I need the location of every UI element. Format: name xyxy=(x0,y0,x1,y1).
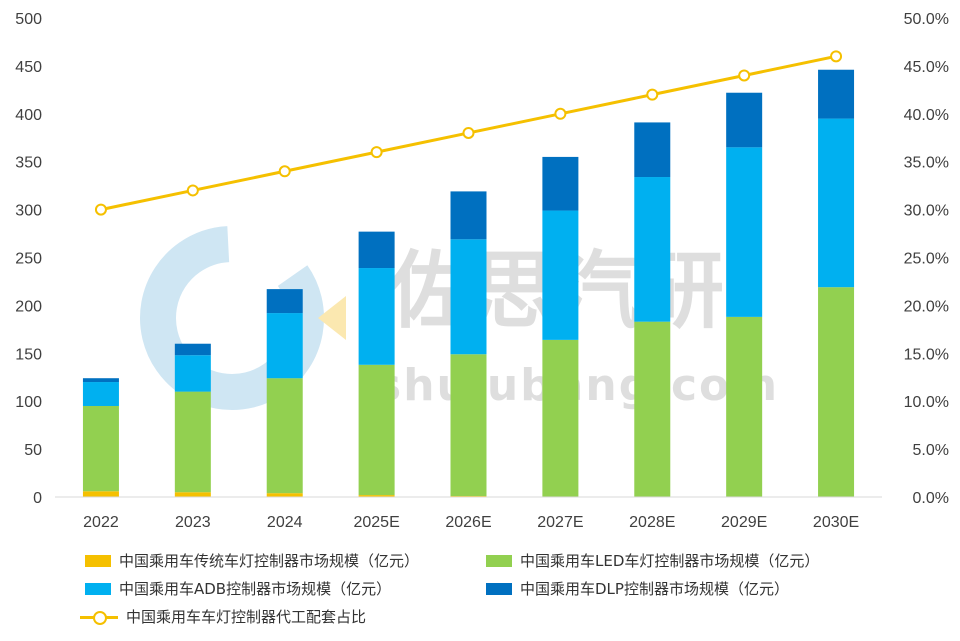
x-tick-label: 2027E xyxy=(537,514,583,531)
bar-segment-led xyxy=(542,339,579,497)
bar-segment-led xyxy=(358,364,395,496)
legend-item-led: 中国乘用车LED车灯控制器市场规模（亿元） xyxy=(486,550,819,571)
share-line xyxy=(94,50,843,216)
right-tick-label: 5.0% xyxy=(913,442,949,459)
bar-segment-adb xyxy=(726,147,763,317)
market-size-chart: 佐思汽研 shujubang.com 050100150200250300350… xyxy=(15,11,949,531)
bar-segment-led xyxy=(634,321,671,497)
share-line-point xyxy=(186,184,199,197)
right-tick-label: 15.0% xyxy=(904,346,949,363)
x-tick-label: 2024 xyxy=(267,514,303,531)
right-tick-label: 20.0% xyxy=(904,298,949,315)
bar-segment-traditional xyxy=(82,491,119,497)
x-tick-label: 2030E xyxy=(813,514,859,531)
legend-item-traditional: 中国乘用车传统车灯控制器市场规模（亿元） xyxy=(85,550,419,571)
share-line-point xyxy=(278,165,291,178)
bar-segment-dlp xyxy=(450,191,487,240)
share-line-point xyxy=(646,88,659,101)
bar-segment-led xyxy=(174,391,211,493)
bar-segment-dlp xyxy=(818,69,855,119)
left-tick-label: 0 xyxy=(33,490,42,507)
share-line-point xyxy=(554,107,567,120)
bar-segment-adb xyxy=(450,239,487,355)
legend: 中国乘用车传统车灯控制器市场规模（亿元） 中国乘用车LED车灯控制器市场规模（亿… xyxy=(0,540,960,641)
right-tick-label: 50.0% xyxy=(904,11,949,28)
x-tick-label: 2023 xyxy=(175,514,211,531)
bar-segment-dlp xyxy=(634,122,671,178)
bar-segment-dlp xyxy=(174,343,211,356)
legend-swatch-share xyxy=(80,610,118,625)
legend-label-share: 中国乘用车车灯控制器代工配套占比 xyxy=(126,608,367,626)
stacked-bars xyxy=(82,69,855,497)
legend-item-dlp: 中国乘用车DLP控制器市场规模（亿元） xyxy=(486,578,789,599)
legend-label-led: 中国乘用车LED车灯控制器市场规模（亿元） xyxy=(520,552,820,570)
x-tick-label: 2025E xyxy=(353,514,399,531)
x-axis-labels: 2022 2023 2024 2025E 2026E 2027E 2028E 2029E 203… xyxy=(83,514,859,531)
right-tick-label: 25.0% xyxy=(904,251,949,268)
share-line-point xyxy=(94,203,107,216)
x-tick-label: 2026E xyxy=(445,514,491,531)
legend-swatch-traditional xyxy=(85,554,111,567)
left-tick-label: 400 xyxy=(15,107,42,124)
legend-label-dlp: 中国乘用车DLP控制器市场规模（亿元） xyxy=(520,580,789,598)
bar-segment-led xyxy=(82,405,119,492)
legend-label-traditional: 中国乘用车传统车灯控制器市场规模（亿元） xyxy=(119,552,420,570)
bar-segment-led xyxy=(450,354,487,497)
right-tick-label: 45.0% xyxy=(904,59,949,76)
bar-segment-adb xyxy=(358,268,395,365)
right-tick-label: 10.0% xyxy=(904,394,949,411)
bar-segment-led xyxy=(818,287,855,497)
left-tick-label: 250 xyxy=(15,251,42,268)
left-tick-label: 450 xyxy=(15,59,42,76)
bar-segment-traditional xyxy=(358,495,395,497)
left-tick-label: 200 xyxy=(15,298,42,315)
legend-item-share: 中国乘用车车灯控制器代工配套占比 xyxy=(80,606,366,627)
right-tick-label: 40.0% xyxy=(904,107,949,124)
right-tick-label: 30.0% xyxy=(904,203,949,220)
bar-segment-adb xyxy=(818,118,855,288)
left-tick-label: 100 xyxy=(15,394,42,411)
bar-segment-led xyxy=(266,378,303,494)
share-line-point xyxy=(462,126,475,139)
bar-segment-dlp xyxy=(726,92,763,148)
right-tick-label: 0.0% xyxy=(913,490,949,507)
bar-segment-led xyxy=(726,316,763,497)
bar-segment-adb xyxy=(174,355,211,392)
legend-swatch-dlp xyxy=(486,582,512,595)
bar-segment-adb xyxy=(266,313,303,379)
bar-segment-adb xyxy=(634,177,671,322)
bar-segment-traditional xyxy=(266,493,303,497)
legend-swatch-led xyxy=(486,554,512,567)
left-tick-label: 300 xyxy=(15,203,42,220)
bar-segment-dlp xyxy=(542,156,579,211)
legend-swatch-adb xyxy=(85,582,111,595)
bar-segment-dlp xyxy=(82,378,119,383)
right-axis-ticks: 0.0% 5.0% 10.0% 15.0% 20.0% 25.0% 30.0% 35.0% 40… xyxy=(904,11,949,507)
left-tick-label: 150 xyxy=(15,346,42,363)
left-axis-ticks: 0 50 100 150 200 250 300 350 400 450 500 xyxy=(15,11,42,507)
left-tick-label: 500 xyxy=(15,11,42,28)
right-tick-label: 35.0% xyxy=(904,155,949,172)
share-line-point xyxy=(370,146,383,159)
legend-item-adb: 中国乘用车ADB控制器市场规模（亿元） xyxy=(85,578,391,599)
left-tick-label: 350 xyxy=(15,155,42,172)
left-tick-label: 50 xyxy=(24,442,42,459)
share-line-point xyxy=(738,69,751,82)
share-line-point xyxy=(830,50,843,63)
x-tick-label: 2022 xyxy=(83,514,119,531)
watermark-logo xyxy=(140,226,346,410)
bar-segment-dlp xyxy=(358,231,395,269)
x-tick-label: 2028E xyxy=(629,514,675,531)
bar-segment-adb xyxy=(82,382,119,406)
legend-label-adb: 中国乘用车ADB控制器市场规模（亿元） xyxy=(119,580,392,598)
bar-segment-dlp xyxy=(266,289,303,314)
bar-segment-adb xyxy=(542,210,579,340)
x-tick-label: 2029E xyxy=(721,514,767,531)
bar-segment-traditional xyxy=(174,492,211,497)
